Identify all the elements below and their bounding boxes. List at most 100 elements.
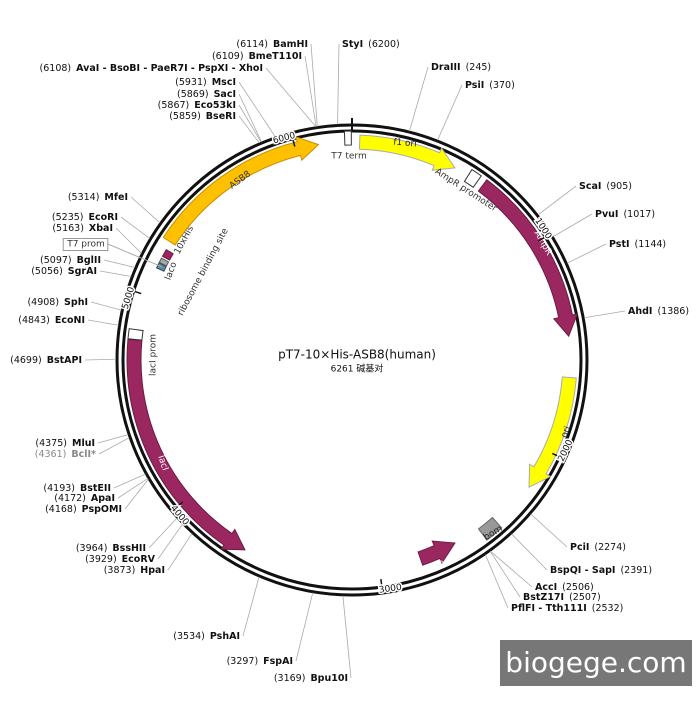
site-name: EcoNI [55, 315, 85, 326]
restriction-site: BspQI - SapI (2391) [550, 565, 652, 576]
site-name: EcoRI [89, 212, 119, 223]
restriction-site: DraIII (245) [431, 62, 491, 73]
restriction-site: BstZ17I (2507) [523, 592, 601, 603]
site-name: PvuI [595, 209, 618, 220]
restriction-site: (3534) PshAI [173, 631, 240, 642]
site-name: PspOMI [82, 504, 122, 515]
feature-arrow [358, 134, 456, 171]
plasmid-title: pT7-10×His-ASB8(human) [278, 348, 436, 362]
leader-line [113, 473, 146, 489]
restriction-site: (5163) XbaI [52, 223, 113, 234]
site-position: (5314) [68, 192, 100, 203]
site-position: (5859) [169, 111, 201, 122]
site-name: MscI [212, 77, 236, 88]
restriction-site: (3964) BssHII [76, 543, 146, 554]
feature-box [477, 516, 503, 541]
leader-line [242, 576, 260, 637]
site-name: DraIII [431, 62, 461, 73]
feature-arrow [477, 179, 579, 338]
leader-line [511, 533, 548, 571]
leader-line [115, 227, 142, 254]
site-position: (2506) [562, 582, 594, 593]
site-name: SphI [64, 297, 88, 308]
site-position: (4193) [43, 483, 75, 494]
leader-line [409, 66, 429, 132]
site-name: Eco53kI [194, 100, 236, 111]
site-position: (5931) [175, 77, 207, 88]
site-position: (4375) [35, 438, 67, 449]
site-position: (5097) [40, 255, 72, 266]
feature-arrow [417, 540, 456, 566]
site-position: (3534) [173, 631, 205, 642]
leader-line [238, 93, 262, 143]
site-position: (905) [606, 181, 632, 192]
site-position: (2274) [594, 542, 626, 553]
feature-label: lacI prom [149, 334, 159, 376]
scale-tick [537, 236, 546, 242]
scale-label: 3000 [378, 583, 402, 596]
scale-tick [291, 138, 296, 147]
restriction-site: (4168) PspOMI [45, 504, 122, 515]
leader-line [99, 270, 132, 277]
feature-label: T7 term [330, 152, 366, 162]
site-name: ApaI [91, 493, 115, 504]
restriction-site: (6109) BmeT110I [212, 51, 302, 62]
restriction-site: (3929) EcoRV [85, 554, 156, 565]
site-name: BspQI - SapI [550, 565, 615, 576]
restriction-site: PstI (1144) [609, 239, 666, 250]
restriction-site: (4172) ApaI [54, 493, 115, 504]
site-position: (4908) [27, 297, 59, 308]
leader-line [265, 67, 317, 128]
site-position: (1017) [623, 209, 655, 220]
restriction-site: (6108) AvaI - BsoBI - PaeR7I - PspXI - Xh… [40, 63, 263, 74]
scale-tick [551, 452, 560, 458]
site-name: XbaI [89, 223, 113, 234]
site-position: (4168) [45, 504, 77, 515]
restriction-site: ScaI (905) [579, 181, 632, 192]
site-position: (2507) [569, 592, 601, 603]
site-position: (6109) [212, 51, 244, 62]
leader-line [485, 554, 509, 609]
site-position: (3929) [85, 554, 117, 565]
feature-arrow [528, 376, 577, 489]
leader-line [537, 185, 577, 216]
restriction-site: (5235) EcoRI [52, 212, 118, 223]
site-position: (3297) [227, 656, 259, 667]
restriction-site: (5859) BseRI [169, 111, 236, 122]
leader-line [530, 513, 568, 548]
restriction-site: (4375) MluI [35, 438, 95, 449]
restriction-site: PvuI (1017) [595, 209, 655, 220]
site-name: MfeI [104, 192, 128, 203]
feature-box [127, 328, 144, 341]
restriction-site: (5931) MscI [175, 77, 236, 88]
restriction-site: StyI (6200) [342, 39, 400, 50]
leader-line [310, 43, 318, 127]
scale-label: 5000 [121, 286, 138, 311]
feature-arrow [126, 338, 246, 551]
feature-label: ori [560, 425, 574, 440]
restriction-site: (4843) EcoNI [18, 315, 85, 326]
restriction-site: (4908) SphI [27, 297, 88, 308]
feature-label: T7 prom [66, 240, 105, 250]
site-name: PflFI - Tth111I [511, 603, 587, 614]
restriction-site: (5314) MfeI [68, 192, 128, 203]
leader-line [567, 243, 607, 264]
restriction-site: (4193) BstEII [43, 483, 111, 494]
leader-line [337, 43, 340, 125]
leader-line [238, 104, 262, 143]
watermark: biogege.com [505, 646, 686, 679]
leader-line [103, 259, 135, 268]
site-position: (4699) [10, 355, 42, 366]
leader-line [90, 301, 122, 311]
site-name: StyI [342, 39, 363, 50]
site-position: (4843) [18, 315, 50, 326]
leader-line [117, 478, 149, 499]
restriction-site: PflFI - Tth111I (2532) [511, 603, 623, 614]
restriction-site: (3169) Bpu10I [274, 673, 348, 684]
site-position: (4361) [35, 449, 67, 460]
site-name: PciI [570, 542, 589, 553]
site-position: (5869) [177, 89, 209, 100]
site-name: Bpu10I [310, 673, 348, 684]
site-name: AvaI - BsoBI - PaeR7I - PspXI - XhoI [76, 63, 263, 74]
